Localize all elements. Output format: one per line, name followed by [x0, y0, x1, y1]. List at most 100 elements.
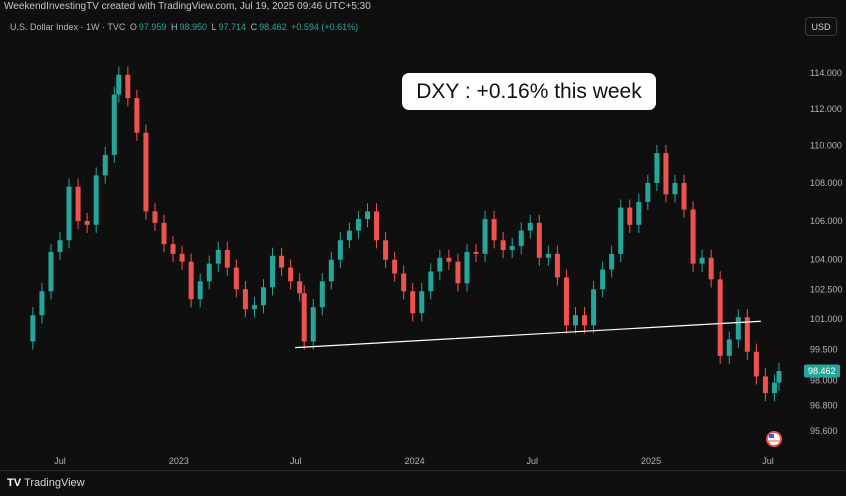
candle-body[interactable] — [473, 251, 479, 254]
x-tick-label: 2025 — [641, 456, 661, 466]
candle-body[interactable] — [364, 211, 370, 220]
candle-body[interactable] — [545, 253, 551, 258]
candle-body[interactable] — [419, 291, 425, 314]
candle-body[interactable] — [753, 351, 759, 377]
candle-body[interactable] — [491, 219, 497, 241]
candle-body[interactable] — [554, 253, 560, 278]
support-trendline[interactable] — [295, 320, 761, 349]
candle-body[interactable] — [690, 209, 696, 264]
candle-body[interactable] — [699, 257, 705, 264]
candle-body[interactable] — [776, 371, 782, 383]
candle-body[interactable] — [726, 339, 732, 356]
candle-body[interactable] — [374, 211, 380, 241]
candle-body[interactable] — [233, 267, 239, 290]
footer-bar: TV TradingView — [0, 470, 846, 496]
currency-button[interactable]: USD — [805, 17, 837, 36]
candle-body[interactable] — [170, 244, 176, 254]
candle-body[interactable] — [346, 230, 352, 241]
candle-body[interactable] — [735, 317, 741, 340]
candle-body[interactable] — [654, 153, 660, 183]
candle-body[interactable] — [301, 293, 307, 342]
candle-body[interactable] — [708, 257, 714, 280]
candle-body[interactable] — [563, 277, 569, 326]
candle-body[interactable] — [464, 251, 470, 284]
candle-body[interactable] — [297, 281, 303, 294]
price-chart[interactable]: 95.600 96.800 98.000 99.500 101.000 102.500 10… — [0, 0, 846, 470]
legend-open-value: 97.959 — [138, 22, 167, 32]
candle-body[interactable] — [270, 255, 276, 288]
x-tick-label: Jul — [762, 456, 774, 466]
candle-body[interactable] — [636, 201, 642, 225]
candle-body[interactable] — [681, 182, 687, 210]
candle-body[interactable] — [179, 253, 185, 262]
candle-body[interactable] — [482, 219, 488, 254]
chart-attribution: WeekendInvestingTV created with TradingV… — [4, 1, 371, 12]
candle-body[interactable] — [744, 317, 750, 352]
symbol-legend: U.S. Dollar Index · 1W · TVC O 97.959 H 98… — [10, 22, 360, 32]
candle-body[interactable] — [188, 261, 194, 300]
candle-body[interactable] — [355, 219, 361, 231]
candle-body[interactable] — [771, 382, 777, 394]
candle-body[interactable] — [609, 253, 615, 270]
x-axis: Jul 2023 Jul 2024 Jul 2025 Jul — [54, 456, 774, 466]
candle-body[interactable] — [536, 222, 542, 258]
candle-body[interactable] — [591, 289, 597, 326]
legend-close-value: 98.462 — [259, 22, 287, 32]
candle-body[interactable] — [102, 154, 108, 176]
candle-body[interactable] — [518, 230, 524, 247]
candle-body[interactable] — [143, 132, 149, 212]
candle-body[interactable] — [627, 207, 633, 225]
candle-body[interactable] — [57, 240, 63, 252]
legend-change: +0.594 (+0.61%) — [291, 22, 359, 32]
legend-symbol[interactable]: U.S. Dollar Index · 1W · TVC — [10, 22, 126, 32]
candle-body[interactable] — [242, 289, 248, 310]
candle-body[interactable] — [582, 315, 588, 326]
candle-body[interactable] — [392, 259, 398, 274]
candle-body[interactable] — [224, 249, 230, 268]
candle-body[interactable] — [762, 376, 768, 394]
candle-body[interactable] — [672, 182, 678, 195]
y-tick-label: 112.000 — [810, 104, 842, 114]
candle-body[interactable] — [197, 281, 203, 300]
candle-body[interactable] — [75, 186, 81, 221]
candle-body[interactable] — [48, 251, 54, 292]
candle-body[interactable] — [111, 94, 117, 155]
candle-body[interactable] — [66, 186, 72, 241]
candle-body[interactable] — [437, 257, 443, 272]
candle-body[interactable] — [134, 98, 140, 133]
candle-body[interactable] — [319, 281, 325, 308]
candle-body[interactable] — [500, 240, 506, 250]
candle-body[interactable] — [251, 305, 257, 310]
candle-body[interactable] — [645, 182, 651, 202]
candle-body[interactable] — [455, 261, 461, 284]
candle-body[interactable] — [527, 222, 533, 231]
candle-body[interactable] — [310, 307, 316, 342]
candle-body[interactable] — [410, 291, 416, 314]
candle-body[interactable] — [383, 240, 389, 260]
candle-body[interactable] — [125, 74, 131, 99]
candle-body[interactable] — [215, 249, 221, 264]
candle-body[interactable] — [152, 211, 158, 223]
candle-body[interactable] — [279, 255, 285, 268]
candle-body[interactable] — [401, 273, 407, 292]
candle-body[interactable] — [509, 246, 515, 250]
candle-body[interactable] — [93, 175, 99, 225]
candle-body[interactable] — [206, 263, 212, 282]
candle-body[interactable] — [600, 269, 606, 290]
candle-body[interactable] — [39, 291, 45, 316]
candle-body[interactable] — [572, 315, 578, 326]
candle-body[interactable] — [717, 279, 723, 356]
candle-body[interactable] — [84, 220, 90, 225]
y-tick-label: 102.500 — [810, 284, 843, 294]
candle-body[interactable] — [116, 74, 122, 95]
candle-body[interactable] — [446, 257, 452, 262]
candle-body[interactable] — [30, 315, 36, 342]
candle-body[interactable] — [328, 259, 334, 282]
candle-body[interactable] — [663, 153, 669, 195]
candle-body[interactable] — [288, 267, 294, 282]
candle-body[interactable] — [161, 222, 167, 245]
candle-body[interactable] — [618, 207, 624, 254]
candle-body[interactable] — [428, 271, 434, 292]
candle-body[interactable] — [260, 287, 266, 306]
candle-body[interactable] — [337, 240, 343, 260]
